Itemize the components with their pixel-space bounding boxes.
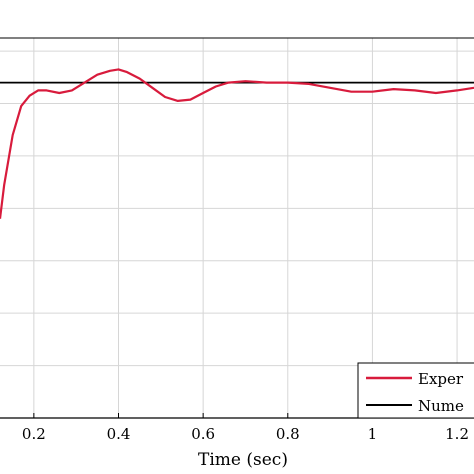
grid bbox=[0, 38, 474, 418]
x-tick-label: 1 bbox=[368, 425, 378, 443]
x-axis-title: Time (sec) bbox=[198, 450, 288, 470]
x-tick-label: 0.4 bbox=[107, 425, 131, 443]
plot-area bbox=[0, 38, 474, 418]
legend-label-experimental: Exper bbox=[418, 370, 464, 388]
x-tick-label: 0.6 bbox=[191, 425, 215, 443]
series-line-experimental bbox=[0, 68, 474, 219]
x-tick-label: 0.8 bbox=[276, 425, 300, 443]
x-tick-label: 1.2 bbox=[445, 425, 469, 443]
x-tick-label: 0.2 bbox=[22, 425, 46, 443]
legend-label-numerical: Nume bbox=[418, 397, 464, 415]
legend-box bbox=[357, 362, 474, 419]
legend: Exper Nume bbox=[357, 362, 474, 419]
series-group bbox=[0, 68, 474, 219]
x-ticks: 0.2 0.4 0.6 0.8 1 1.2 bbox=[22, 413, 469, 443]
